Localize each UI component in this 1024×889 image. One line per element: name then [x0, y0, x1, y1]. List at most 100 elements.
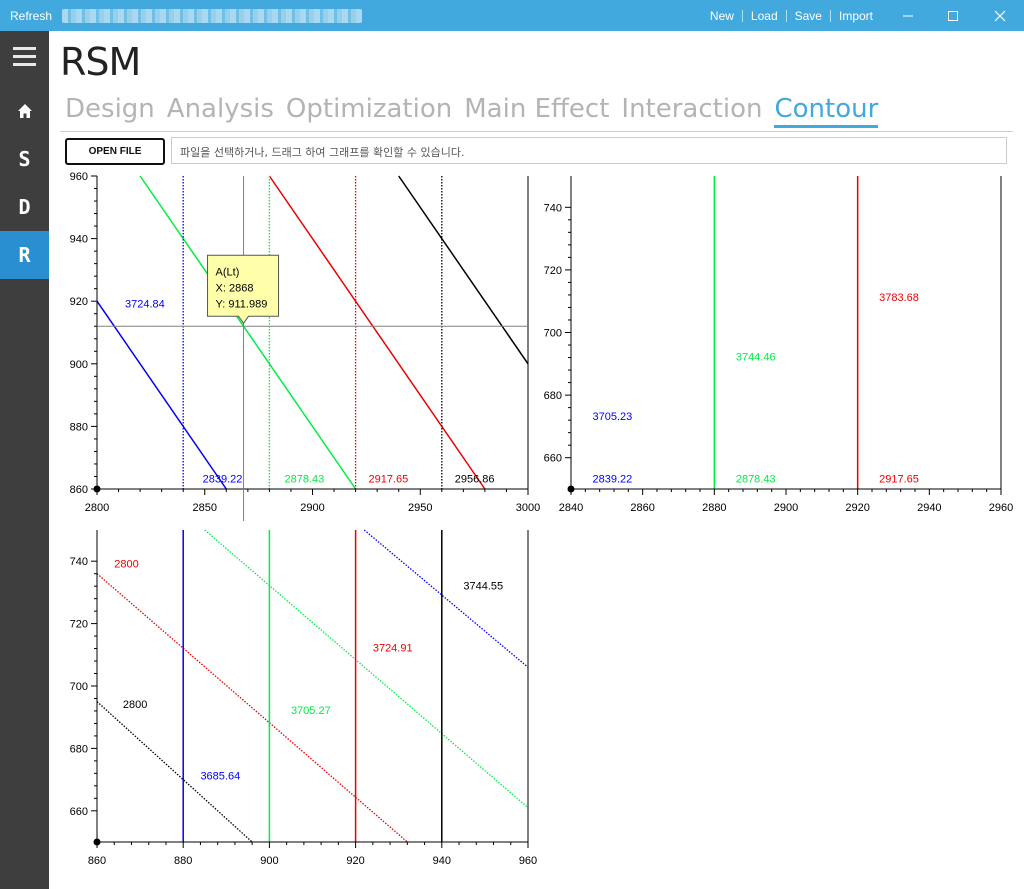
contour-value-label: 3744.46 — [736, 352, 776, 364]
load-button[interactable]: Load — [750, 9, 778, 23]
origin-dot — [567, 485, 575, 493]
contour-value-label: 3783.68 — [879, 292, 919, 304]
x-tick-label: 900 — [260, 855, 278, 867]
page-title: RSM — [60, 40, 141, 84]
y-tick-label: 660 — [544, 453, 562, 465]
x-tick-label: 2900 — [774, 502, 798, 514]
contour-value-label: 3724.91 — [373, 643, 413, 655]
contour-value-label: 2878.43 — [736, 474, 776, 486]
refresh-button[interactable]: Refresh — [10, 9, 53, 23]
origin-dot — [93, 485, 101, 493]
contour-value-label: 3744.55 — [463, 580, 503, 592]
tab-design[interactable]: Design — [65, 94, 155, 124]
contour-value-label: 2878.43 — [284, 474, 324, 486]
series-line-3 — [398, 175, 529, 365]
import-button[interactable]: Import — [838, 9, 873, 23]
tab-interaction[interactable]: Interaction — [621, 94, 763, 124]
tab-main-effect[interactable]: Main Effect — [464, 94, 610, 124]
dotted-line-0 — [96, 701, 253, 843]
series-line-1 — [139, 175, 357, 490]
series-line-2 — [268, 175, 486, 490]
x-tick-label: 960 — [519, 855, 537, 867]
x-tick-label: 2940 — [917, 502, 941, 514]
y-tick-label: 740 — [544, 202, 562, 214]
open-file-button[interactable]: OPEN FILE — [65, 138, 165, 165]
y-tick-label: 720 — [544, 265, 562, 277]
title-menu: New Load Save Import — [702, 9, 881, 23]
contour-value-label: 3705.27 — [291, 705, 331, 717]
contour-value-label: 2956.86 — [455, 474, 495, 486]
tab-divider — [60, 131, 1013, 132]
sidebar: S D R — [0, 31, 49, 889]
x-tick-label: 2920 — [845, 502, 869, 514]
sidebar-item-d[interactable]: D — [18, 195, 31, 219]
dotted-line-2 — [204, 529, 529, 809]
plot-area — [97, 530, 528, 842]
contour-value-label: 3705.23 — [593, 411, 633, 423]
x-tick-label: 2950 — [408, 502, 432, 514]
origin-dot — [93, 838, 101, 846]
tab-bar: Design Analysis Optimization Main Effect… — [65, 94, 890, 128]
save-button[interactable]: Save — [794, 9, 822, 23]
y-tick-label: 960 — [70, 171, 88, 183]
contour-value-label: 2800 — [123, 699, 147, 711]
hamburger-menu-icon[interactable] — [13, 47, 36, 71]
sidebar-item-r[interactable]: R — [0, 231, 49, 279]
y-tick-label: 880 — [70, 421, 88, 433]
minimize-icon[interactable] — [898, 6, 918, 26]
series-line-0 — [96, 300, 227, 490]
x-tick-label: 2850 — [193, 502, 217, 514]
y-tick-label: 660 — [70, 806, 88, 818]
y-tick-label: 940 — [70, 234, 88, 246]
contour-value-label: 3685.64 — [200, 771, 240, 783]
tooltip-box — [207, 254, 280, 325]
sidebar-item-s[interactable]: S — [18, 147, 31, 171]
tab-contour[interactable]: Contour — [774, 94, 879, 128]
x-tick-label: 2880 — [702, 502, 726, 514]
y-tick-label: 680 — [70, 743, 88, 755]
contour-value-label: 3724.84 — [125, 298, 165, 310]
y-tick-label: 700 — [544, 328, 562, 340]
plot-area — [97, 176, 528, 489]
y-tick-label: 720 — [70, 619, 88, 631]
x-tick-label: 940 — [433, 855, 451, 867]
tooltip-y: Y: 911.989 — [216, 298, 268, 310]
maximize-icon[interactable] — [943, 6, 963, 26]
file-path-redacted — [62, 9, 362, 23]
tab-optimization[interactable]: Optimization — [285, 94, 453, 124]
x-tick-label: 2860 — [630, 502, 654, 514]
menu-divider — [829, 10, 831, 22]
x-tick-label: 2900 — [300, 502, 324, 514]
menu-divider — [741, 10, 743, 22]
x-tick-label: 860 — [88, 855, 106, 867]
y-tick-label: 740 — [70, 556, 88, 568]
new-button[interactable]: New — [709, 9, 734, 23]
x-tick-label: 920 — [346, 855, 364, 867]
contour-value-label: 2917.65 — [879, 474, 919, 486]
y-tick-label: 700 — [70, 681, 88, 693]
y-tick-label: 900 — [70, 359, 88, 371]
contour-value-label: 2839.22 — [593, 474, 633, 486]
sidebar-item-home[interactable] — [0, 87, 49, 135]
file-drop-input[interactable]: 파일을 선택하거나, 드래그 하여 그래프를 확인할 수 있습니다. — [171, 137, 1007, 164]
tooltip-x: X: 2868 — [216, 282, 254, 294]
contour-value-label: 2839.22 — [203, 474, 243, 486]
y-tick-label: 680 — [544, 390, 562, 402]
close-icon[interactable] — [990, 6, 1010, 26]
title-bar: Refresh New Load Save Import — [0, 0, 1024, 31]
x-tick-label: 2840 — [559, 502, 583, 514]
tooltip-series: A(Lt) — [216, 266, 240, 278]
contour-value-label: 2917.65 — [369, 474, 409, 486]
plot-area — [571, 176, 1001, 489]
tab-analysis[interactable]: Analysis — [166, 94, 274, 124]
dotted-line-3 — [363, 529, 529, 668]
y-tick-label: 860 — [70, 484, 88, 496]
x-tick-label: 2960 — [989, 502, 1013, 514]
x-tick-label: 880 — [174, 855, 192, 867]
x-tick-label: 3000 — [516, 502, 540, 514]
dotted-line-1 — [96, 573, 408, 843]
menu-divider — [785, 10, 787, 22]
